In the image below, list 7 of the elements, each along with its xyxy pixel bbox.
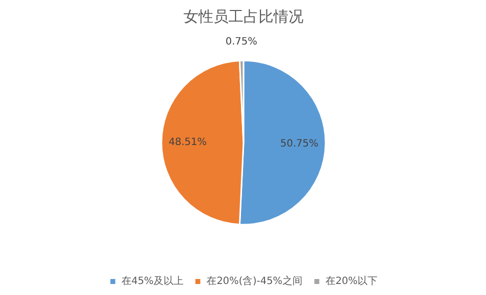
chart-title: 女性员工占比情况: [184, 8, 304, 26]
data-label: 48.51%: [168, 137, 207, 148]
data-label: 0.75%: [225, 36, 258, 48]
data-label: 50.75%: [280, 138, 318, 150]
legend-label: 在45%及以上: [121, 274, 184, 288]
legend-label: 在20%以下: [325, 274, 378, 288]
legend-label: 在20%(含)-45%之间: [206, 274, 302, 288]
